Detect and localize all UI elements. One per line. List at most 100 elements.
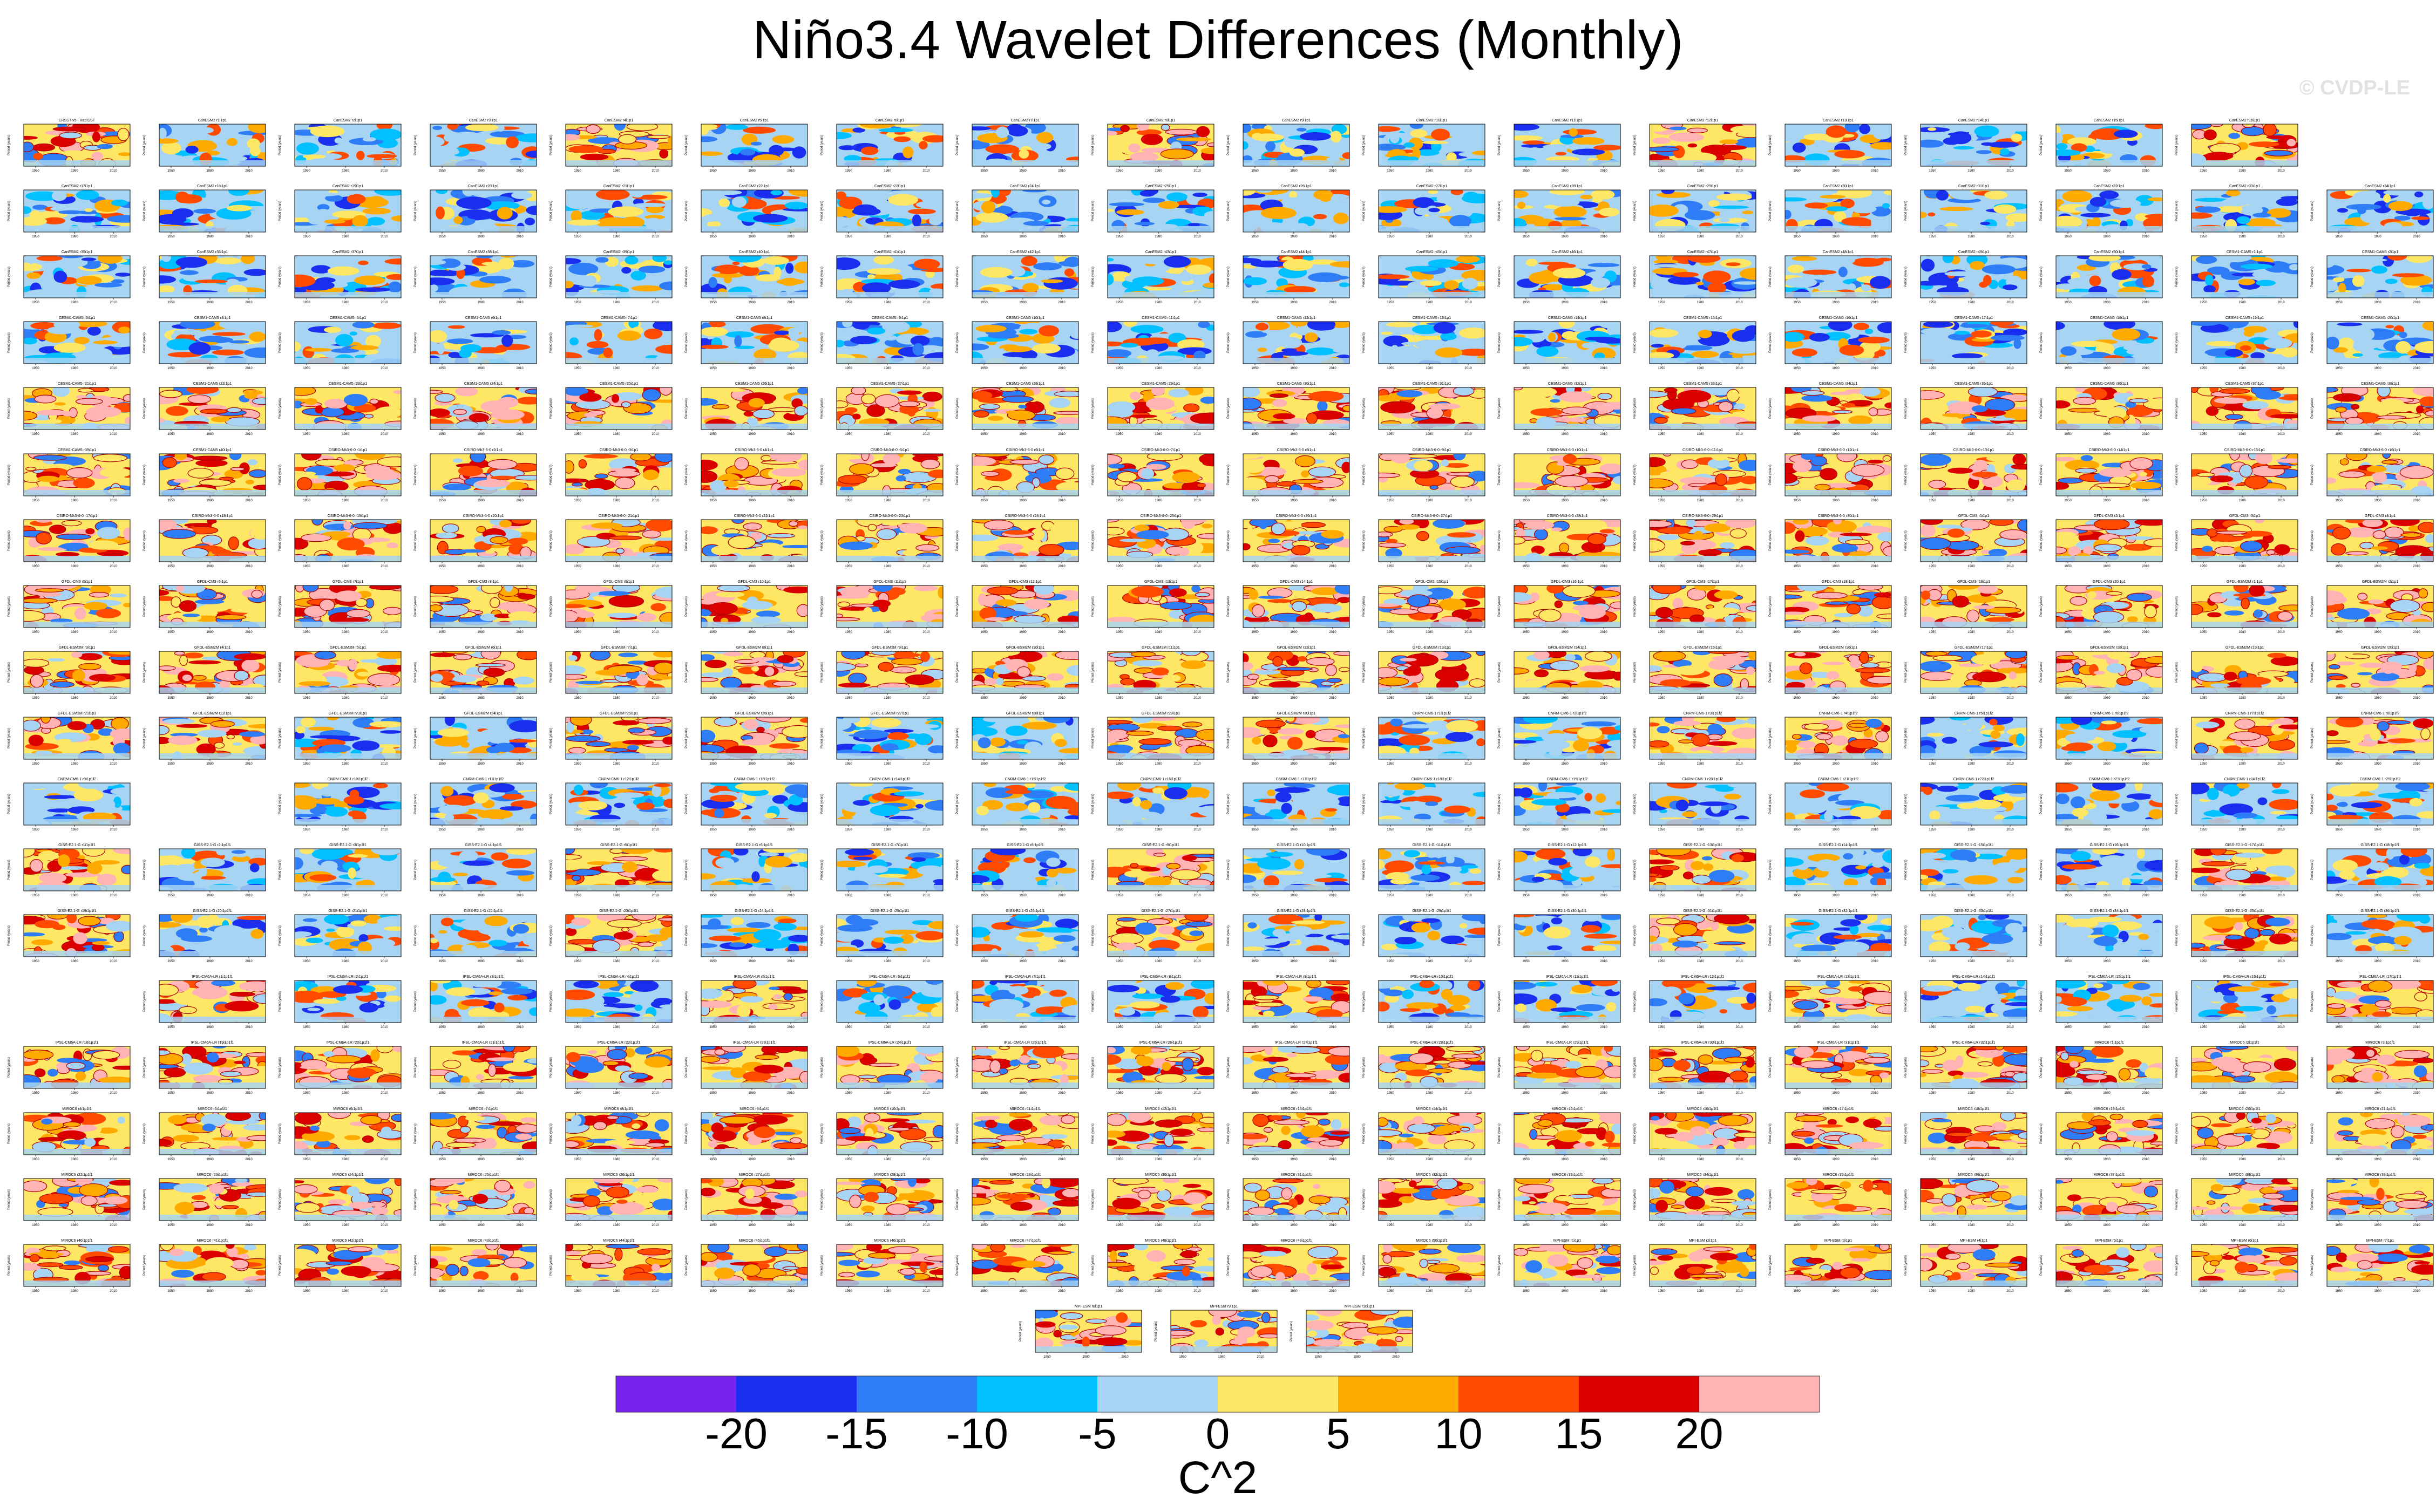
panel-x-tick-label: 2010 — [516, 169, 524, 173]
wavelet-blob — [1834, 150, 1865, 158]
wavelet-blob — [1703, 270, 1731, 283]
panel-x-tick-label: 1950 — [167, 301, 175, 304]
wavelet-blob — [1107, 408, 1133, 418]
low-frequency-band — [1379, 226, 1485, 232]
wavelet-blob — [642, 389, 661, 401]
wavelet-blob — [328, 267, 359, 276]
panel-x-tick-label: 2010 — [1735, 367, 1743, 370]
panel-title: CESM1-CAM5 r19i1p1 — [2225, 316, 2264, 320]
wavelet-blob — [174, 451, 187, 460]
wavelet-blob — [1554, 217, 1586, 220]
panel-x-tick-label: 1980 — [2238, 433, 2246, 436]
wavelet-blob — [584, 454, 618, 458]
panel-x-tick-label: 1950 — [1522, 367, 1530, 370]
wavelet-blob — [700, 345, 729, 349]
panel-x-tick-label: 1980 — [1697, 367, 1704, 370]
wavelet-blob — [732, 262, 739, 265]
panel-x-tick-label: 1980 — [1019, 499, 1027, 502]
low-frequency-band — [837, 226, 943, 232]
low-frequency-band — [1108, 292, 1214, 298]
wavelet-blob — [1936, 190, 1949, 201]
panel-x-tick-label: 2010 — [2006, 301, 2014, 304]
wavelet-blob — [87, 540, 118, 549]
wavelet-blob — [1239, 124, 1251, 133]
panel-x-tick-label: 2010 — [110, 235, 117, 239]
panel-ylabel: Period (years) — [143, 201, 146, 221]
wavelet-blob — [763, 256, 789, 265]
panel-ylabel: Period (years) — [1498, 332, 1501, 353]
panel-x-tick-label: 1950 — [167, 235, 175, 239]
panel-x-tick-label: 1980 — [71, 169, 78, 173]
wavelet-blob — [1002, 352, 1035, 357]
panel-x-tick-label: 1980 — [71, 235, 78, 239]
wavelet-blob — [1435, 348, 1463, 358]
wavelet-blob — [1783, 210, 1792, 219]
wavelet-blob — [1591, 277, 1610, 288]
wavelet-blob — [913, 452, 945, 457]
panel-x-tick-label: 1950 — [1387, 235, 1394, 239]
wavelet-blob — [431, 146, 458, 155]
panel-ylabel: Period (years) — [820, 332, 824, 353]
wavelet-blob — [1643, 457, 1666, 466]
wavelet-blob — [247, 459, 257, 465]
panel-x-tick-label: 2010 — [110, 367, 117, 370]
wavelet-blob — [304, 398, 317, 405]
wavelet-blob — [735, 458, 749, 470]
wavelet-blob — [1732, 411, 1767, 416]
panel-x-tick-label: 1980 — [1697, 301, 1704, 304]
wavelet-blob — [437, 343, 444, 355]
panel-x-tick-label: 2010 — [1058, 499, 1066, 502]
panel-title: CanESM2 r6i1p1 — [876, 119, 904, 122]
wavelet-blob — [1954, 331, 1970, 335]
panel-x-tick-label: 1950 — [438, 433, 446, 436]
panel-title: CanESM2 r28i1p1 — [1552, 185, 1583, 188]
panel-x-tick-label: 1950 — [1522, 499, 1530, 502]
wavelet-blob — [1428, 208, 1440, 212]
panel-title: CanESM2 r32i1p1 — [2094, 185, 2125, 188]
wavelet-blob — [1874, 131, 1891, 140]
wavelet-blob — [2225, 349, 2243, 357]
panel-ylabel: Period (years) — [1498, 399, 1501, 419]
wavelet-blob — [734, 336, 742, 348]
wavelet-blob — [908, 209, 936, 214]
wavelet-blob — [1928, 213, 1935, 216]
panel-x-tick-label: 1950 — [2200, 169, 2207, 173]
low-frequency-band — [1243, 226, 1349, 232]
wavelet-blob — [1870, 276, 1891, 289]
wavelet-blob — [50, 525, 66, 534]
wavelet-blob — [1196, 126, 1210, 138]
wavelet-blob — [2205, 275, 2214, 286]
panel-title: CanESM2 r46i1p1 — [1552, 250, 1583, 254]
low-frequency-band — [701, 292, 808, 298]
wavelet-blob — [1207, 143, 1218, 147]
panel-title: CESM1-CAM5 r14i1p1 — [1548, 316, 1586, 320]
panel-x-tick-label: 1950 — [845, 235, 852, 239]
panel-x-tick-label: 1980 — [1426, 367, 1433, 370]
wavelet-blob — [1184, 404, 1199, 412]
wavelet-blob — [1115, 254, 1138, 261]
panel-title: CanESM2 r10i1p1 — [1416, 119, 1447, 122]
wavelet-blob — [1109, 202, 1145, 206]
wavelet-blob — [1640, 479, 1673, 488]
panel-x-tick-label: 1950 — [1116, 169, 1123, 173]
low-frequency-band — [1514, 490, 1620, 496]
wavelet-blob — [1166, 193, 1188, 202]
wavelet-blob — [1130, 415, 1157, 418]
wavelet-blob — [566, 325, 593, 328]
wavelet-blob — [1204, 211, 1223, 219]
panel-ylabel: Period (years) — [1498, 267, 1501, 287]
panel-x-tick-label: 2010 — [516, 499, 524, 502]
wavelet-blob — [2377, 416, 2406, 420]
panel-ylabel: Period (years) — [279, 201, 282, 221]
